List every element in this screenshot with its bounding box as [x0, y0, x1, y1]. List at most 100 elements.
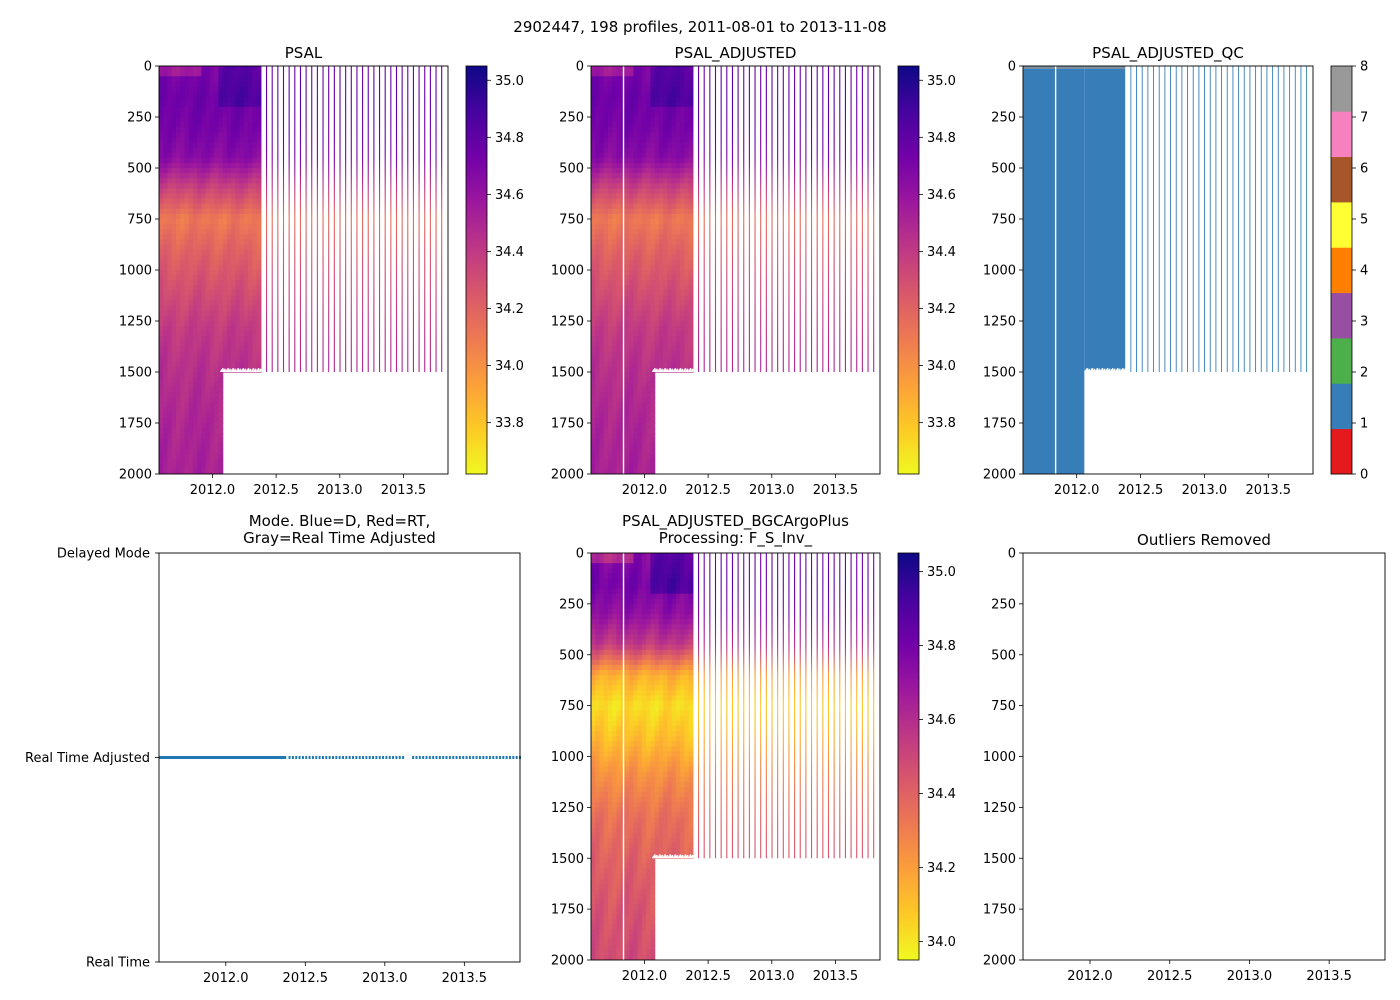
- heatmap-cell: [663, 91, 668, 98]
- heatmap-cell: [248, 188, 253, 195]
- heatmap-cell: [688, 183, 694, 189]
- heatmap-cell: [171, 127, 177, 133]
- heatmap-cell: [633, 117, 639, 123]
- heatmap-cell: [226, 208, 232, 215]
- heatmap-cell: [688, 127, 694, 133]
- heatmap-cell: [180, 244, 186, 251]
- heatmap-cell: [684, 295, 690, 302]
- heatmap-cell: [175, 372, 181, 378]
- heatmap-cell: [658, 203, 664, 210]
- ragged-edge: [1084, 370, 1086, 372]
- heatmap-cell: [595, 203, 601, 210]
- heatmap-cell: [684, 147, 690, 154]
- sparse-profile: [288, 66, 290, 372]
- ragged-edge: [258, 369, 261, 372]
- heatmap-cell: [650, 321, 656, 327]
- heatmap-cell: [205, 198, 211, 205]
- mode-point: [448, 756, 451, 759]
- heatmap-cell: [633, 259, 639, 266]
- heatmap-cell: [222, 137, 228, 144]
- heatmap-cell: [612, 224, 618, 230]
- heatmap-cell: [159, 448, 164, 455]
- sparse-profile: [441, 66, 443, 372]
- heatmap-cell: [188, 183, 194, 189]
- heatmap-cell: [192, 188, 198, 195]
- heatmap-cell: [612, 336, 618, 342]
- ragged-edge: [1108, 368, 1111, 372]
- heatmap-cell: [163, 188, 169, 195]
- heatmap-cell: [243, 111, 249, 118]
- heatmap-cell: [171, 397, 177, 404]
- heatmap-cell: [188, 315, 194, 322]
- heatmap-cell: [612, 468, 618, 474]
- heatmap-cell: [595, 173, 601, 179]
- heatmap-cell: [591, 183, 596, 189]
- heatmap-cell: [654, 106, 660, 113]
- heatmap-cell: [209, 101, 215, 108]
- heatmap-cell: [218, 203, 224, 210]
- heatmap-cell: [650, 198, 656, 205]
- heatmap-cell: [629, 127, 635, 133]
- heatmap-cell: [222, 244, 228, 251]
- heatmap-cell: [607, 463, 613, 470]
- heatmap-cell: [243, 203, 249, 210]
- heatmap-cell: [209, 208, 215, 215]
- heatmap-cell: [616, 117, 622, 123]
- heatmap-cell: [205, 448, 211, 455]
- heatmap-cell: [675, 178, 681, 184]
- heatmap-cell: [235, 117, 241, 123]
- heatmap-cell: [607, 96, 613, 103]
- heatmap-cell: [637, 193, 643, 200]
- heatmap-cell: [180, 106, 186, 113]
- heatmap-cell: [222, 106, 228, 113]
- heatmap-cell: [167, 295, 173, 302]
- heatmap-cell: [256, 203, 262, 210]
- heatmap-cell: [603, 188, 609, 195]
- heatmap-cell: [680, 71, 685, 77]
- heatmap-cell: [209, 91, 215, 98]
- heatmap-cell: [163, 193, 169, 200]
- heatmap-cell: [231, 91, 236, 98]
- heatmap-cell: [256, 76, 262, 82]
- xtick-label: 2013.5: [1246, 483, 1292, 498]
- heatmap-cell: [663, 142, 668, 149]
- heatmap-cell: [629, 178, 635, 184]
- heatmap-cell: [239, 198, 245, 205]
- heatmap-cell: [654, 193, 660, 200]
- heatmap-cell: [192, 361, 198, 368]
- heatmap-cell: [654, 208, 660, 215]
- mode-point: [382, 756, 385, 759]
- sparse-profile: [390, 66, 392, 372]
- heatmap-cell: [167, 300, 173, 307]
- heatmap-cell: [171, 443, 177, 450]
- heatmap-cell: [680, 122, 685, 128]
- heatmap-cell: [680, 117, 685, 123]
- heatmap-cell: [197, 275, 203, 281]
- heatmap-cell: [595, 326, 601, 332]
- heatmap-cell: [167, 203, 173, 210]
- heatmap-cell: [607, 275, 613, 281]
- heatmap-cell: [646, 244, 652, 251]
- heatmap-cell: [637, 111, 643, 118]
- heatmap-cell: [201, 382, 207, 388]
- heatmap-cell: [201, 96, 207, 103]
- heatmap-cell: [184, 219, 190, 225]
- heatmap-cell: [163, 366, 169, 373]
- heatmap-cell: [595, 341, 601, 348]
- heatmap-cell: [654, 290, 660, 297]
- heatmap-cell: [197, 468, 203, 474]
- heatmap-cell: [599, 351, 605, 358]
- heatmap-cell: [235, 321, 241, 327]
- xtick-label: 2012.5: [253, 483, 299, 498]
- heatmap-cell: [209, 173, 215, 179]
- heatmap-cell: [171, 111, 177, 118]
- heatmap-cell: [603, 96, 609, 103]
- ragged-edge: [1116, 369, 1118, 372]
- heatmap-cell: [633, 463, 639, 470]
- heatmap-cell: [252, 81, 258, 87]
- heatmap-cell: [256, 183, 262, 189]
- heatmap-cell: [595, 229, 601, 235]
- sparse-profile: [771, 66, 773, 372]
- heatmap-cell: [205, 76, 211, 82]
- heatmap-cell: [209, 122, 215, 128]
